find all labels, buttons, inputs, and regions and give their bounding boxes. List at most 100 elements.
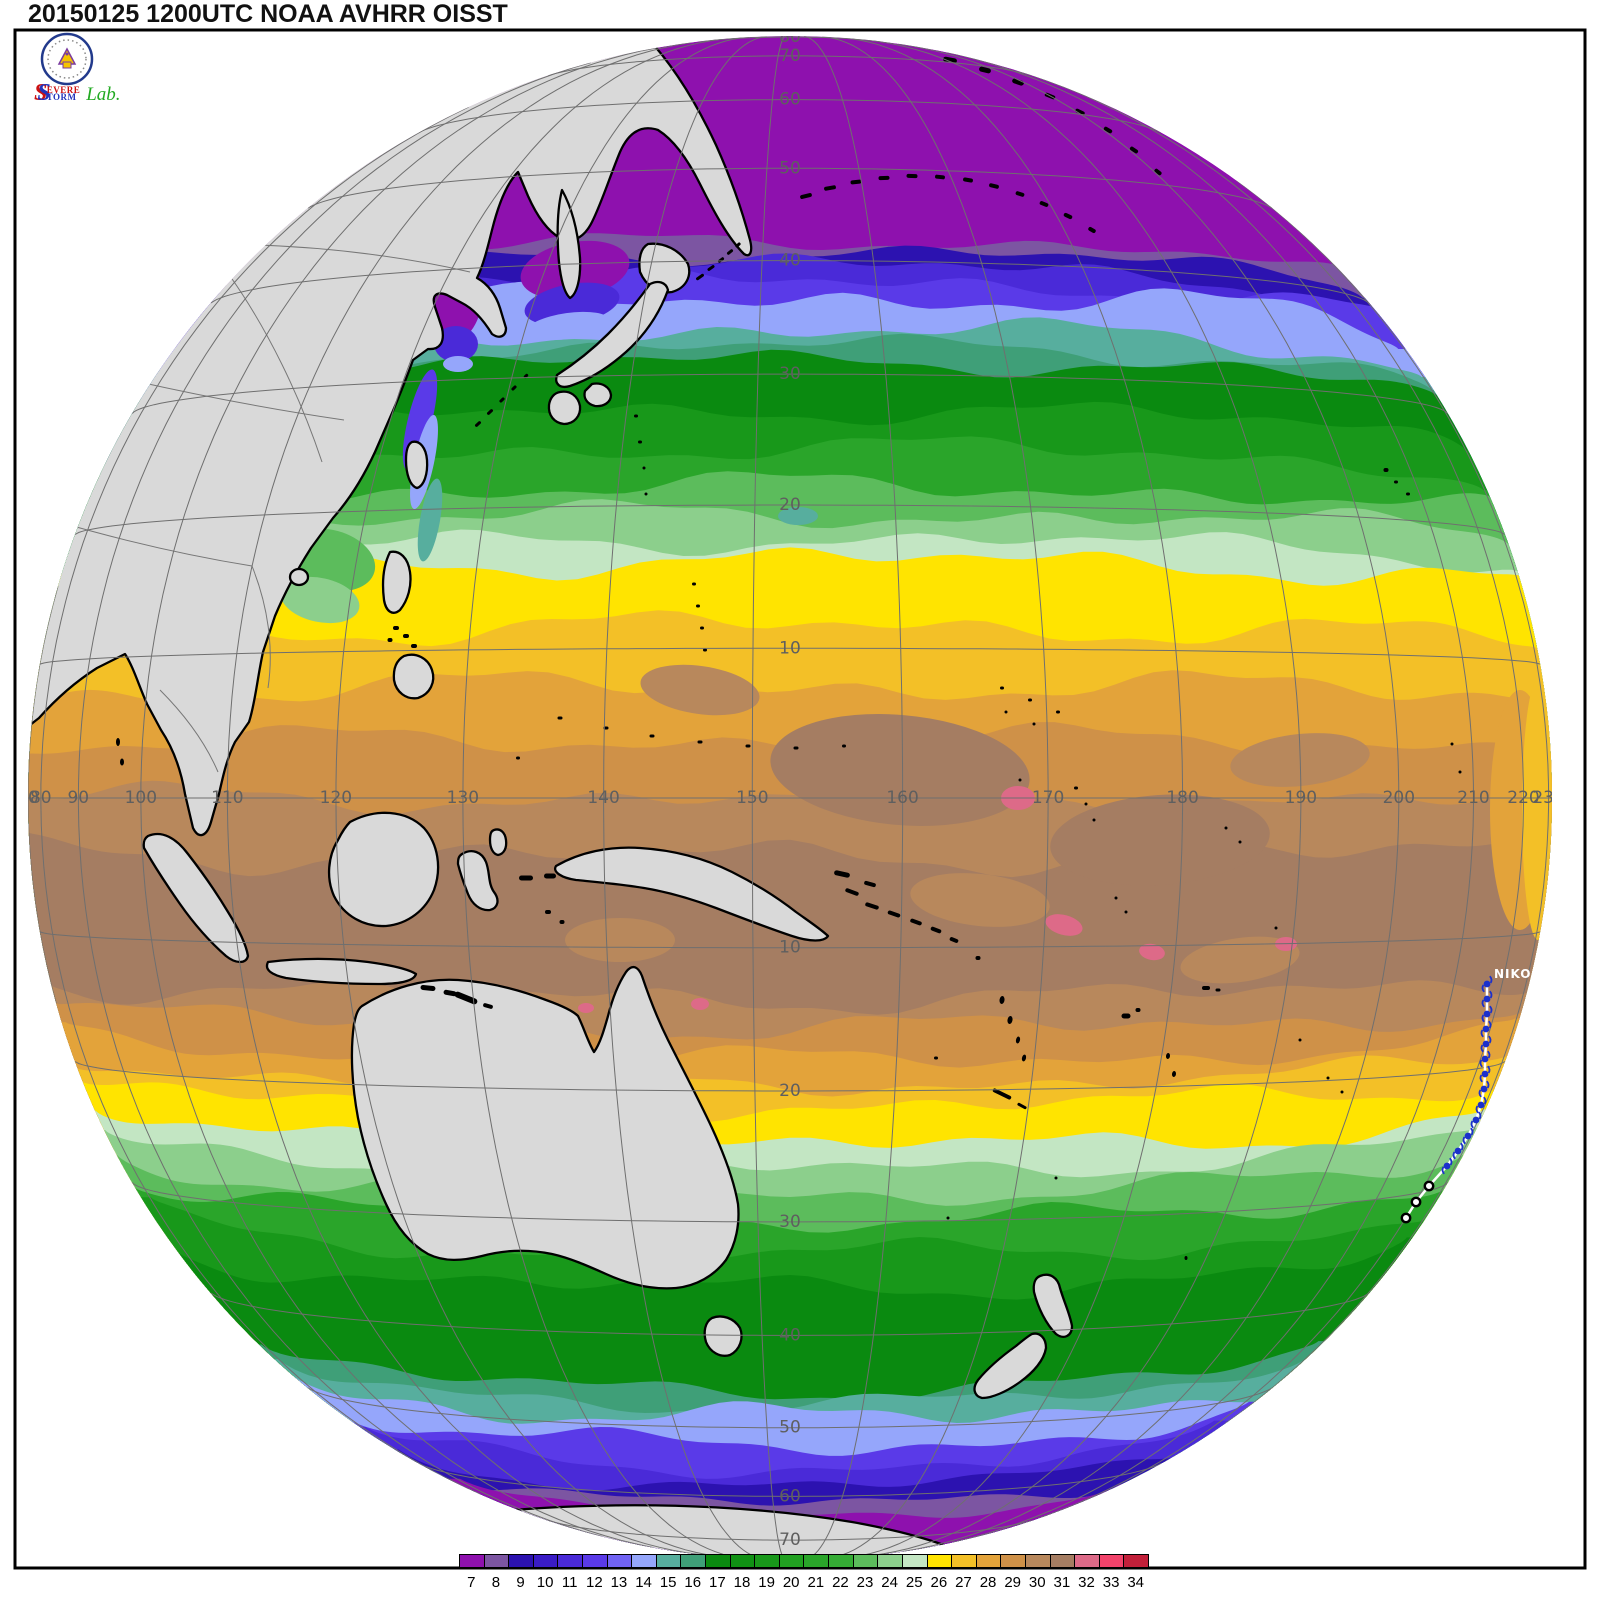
island-mark (1056, 710, 1060, 714)
sst-patch (417, 478, 443, 562)
latitude-label: 50 (779, 158, 801, 178)
island-mark (1394, 480, 1398, 484)
latitude-label: 60 (779, 1486, 801, 1506)
parallel-line (131, 1182, 1449, 1223)
sst-patch (910, 873, 1050, 927)
country-border (159, 689, 219, 773)
island-mark (800, 193, 812, 199)
parallel-line (40, 931, 1540, 949)
island-mark (834, 870, 850, 878)
sst-patch (640, 664, 760, 716)
longitude-label: 120 (320, 788, 352, 808)
island-mark (454, 991, 478, 1005)
sst-patch (1045, 914, 1083, 936)
island-mark (1450, 742, 1454, 746)
storm-symbol-icon (1470, 1111, 1482, 1129)
lab-wordmark: SS EVERE TORM Lab. (34, 80, 121, 107)
longitude-label: 100 (125, 788, 157, 808)
logo-s2: S (37, 80, 51, 106)
island-mark (946, 1216, 950, 1220)
island-mark (1238, 840, 1242, 844)
lab-seal-icon (40, 32, 94, 86)
land-java (265, 957, 418, 986)
storm-open-point-icon (1423, 1180, 1435, 1192)
island-mark (850, 179, 862, 185)
island-mark (1171, 1071, 1177, 1077)
sst-patch (1180, 936, 1300, 984)
island-mark (516, 756, 520, 760)
island-mark (700, 626, 704, 630)
island-mark (487, 409, 493, 415)
island-mark (878, 175, 890, 181)
meridian-line (1032, 75, 1525, 1519)
island-mark (1129, 146, 1139, 154)
land-halmahera (488, 828, 508, 857)
latitude-label: 70 (779, 1530, 801, 1550)
island-mark (475, 421, 481, 427)
land-hainan (288, 567, 310, 587)
country-border (251, 565, 271, 689)
storm-name-label: NIKO (1494, 967, 1531, 981)
island-mark (824, 185, 836, 191)
island-mark (930, 926, 942, 934)
island-mark (1015, 1036, 1021, 1044)
island-mark (975, 956, 981, 960)
island-mark (1028, 698, 1032, 702)
island-mark (443, 989, 457, 997)
island-mark (692, 582, 696, 586)
storm-track: NIKO (1400, 967, 1531, 1224)
island-mark (1000, 686, 1004, 690)
graticule-layer (28, 36, 1552, 1560)
island-mark (120, 758, 124, 766)
meridian-line (28, 586, 59, 1004)
island-mark (1007, 1016, 1013, 1024)
island-mark (1032, 722, 1036, 726)
meridian-line (803, 36, 904, 1560)
island-mark (949, 937, 959, 943)
meridian-line (898, 43, 1400, 1552)
island-mark (1165, 1053, 1171, 1059)
land-nz-north-island (1032, 1273, 1074, 1338)
island-mark (642, 466, 646, 470)
island-mark (644, 492, 648, 496)
storm-symbol-icon (1480, 1035, 1492, 1053)
island-mark (1406, 492, 1410, 496)
longitude-label: 200 (1383, 788, 1415, 808)
island-mark (1017, 1102, 1027, 1110)
sst-patch (280, 576, 360, 624)
island-mark (865, 902, 879, 910)
land-new-guinea (553, 846, 830, 942)
sst-patch (691, 998, 709, 1010)
land-taiwan (404, 440, 429, 490)
longitude-label: 70 (17, 788, 39, 808)
island-mark (557, 716, 563, 720)
meridian-line (867, 39, 1302, 1557)
logo-s1: S (34, 80, 48, 106)
island-mark (1274, 926, 1278, 930)
map-frame (13, 28, 1587, 1570)
logo-lab: Lab. (86, 84, 121, 105)
land-mindanao (392, 653, 435, 700)
latitude-label: 80 (779, 27, 801, 47)
longitude-label: 180 (1166, 788, 1198, 808)
island-mark (1063, 212, 1073, 220)
storm-open-point-icon (1400, 1212, 1412, 1224)
island-mark (559, 920, 565, 924)
land-hokkaido (638, 242, 691, 294)
island-mark (545, 910, 551, 914)
meridian-line (40, 106, 481, 1495)
island-mark (387, 638, 393, 642)
island-mark (499, 397, 505, 403)
meridian-line (140, 47, 659, 1548)
sst-patch (434, 326, 478, 362)
storm-symbol-icon (1441, 1157, 1453, 1175)
island-mark (1383, 468, 1389, 472)
latitude-label: 60 (779, 90, 801, 110)
parallel-line (210, 1292, 1370, 1336)
sst-patch (443, 356, 473, 372)
island-mark (726, 249, 734, 255)
island-mark (910, 918, 922, 926)
parallel-line (131, 373, 1449, 414)
